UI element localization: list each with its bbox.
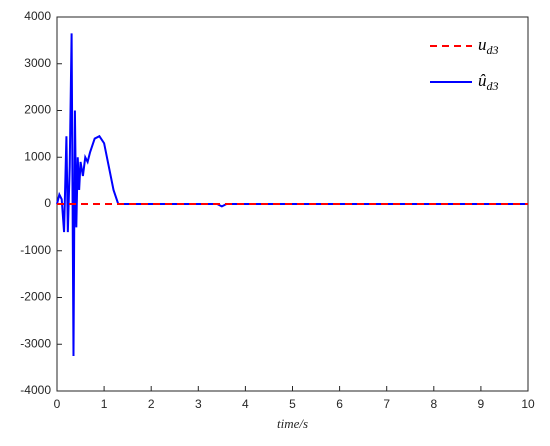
legend-label: ud3 (478, 35, 499, 57)
data-line (56, 33, 528, 356)
x-tick-label: 4 (242, 397, 249, 411)
x-tick-label: 2 (148, 397, 155, 411)
y-tick-label: 2000 (24, 103, 51, 117)
y-tick-label: 4000 (24, 9, 51, 23)
x-tick-label: 0 (54, 397, 61, 411)
y-tick-label: -3000 (20, 336, 51, 350)
x-tick-label: 3 (195, 397, 202, 411)
x-tick-label: 5 (289, 397, 296, 411)
y-tick-label: 0 (44, 196, 51, 210)
x-tick-label: 8 (430, 397, 437, 411)
x-tick-label: 1 (101, 397, 108, 411)
y-tick-label: 3000 (24, 56, 51, 70)
x-tick-label: 6 (336, 397, 343, 411)
y-tick-label: 1000 (24, 149, 51, 163)
x-tick-label: 7 (383, 397, 390, 411)
legend-label: ûd3 (478, 71, 499, 93)
x-tick-label: 10 (521, 397, 535, 411)
y-tick-label: -4000 (20, 383, 51, 397)
y-tick-label: -2000 (20, 290, 51, 304)
x-axis-label: time/s (277, 416, 308, 431)
y-tick-label: -1000 (20, 243, 51, 257)
x-tick-label: 9 (478, 397, 485, 411)
